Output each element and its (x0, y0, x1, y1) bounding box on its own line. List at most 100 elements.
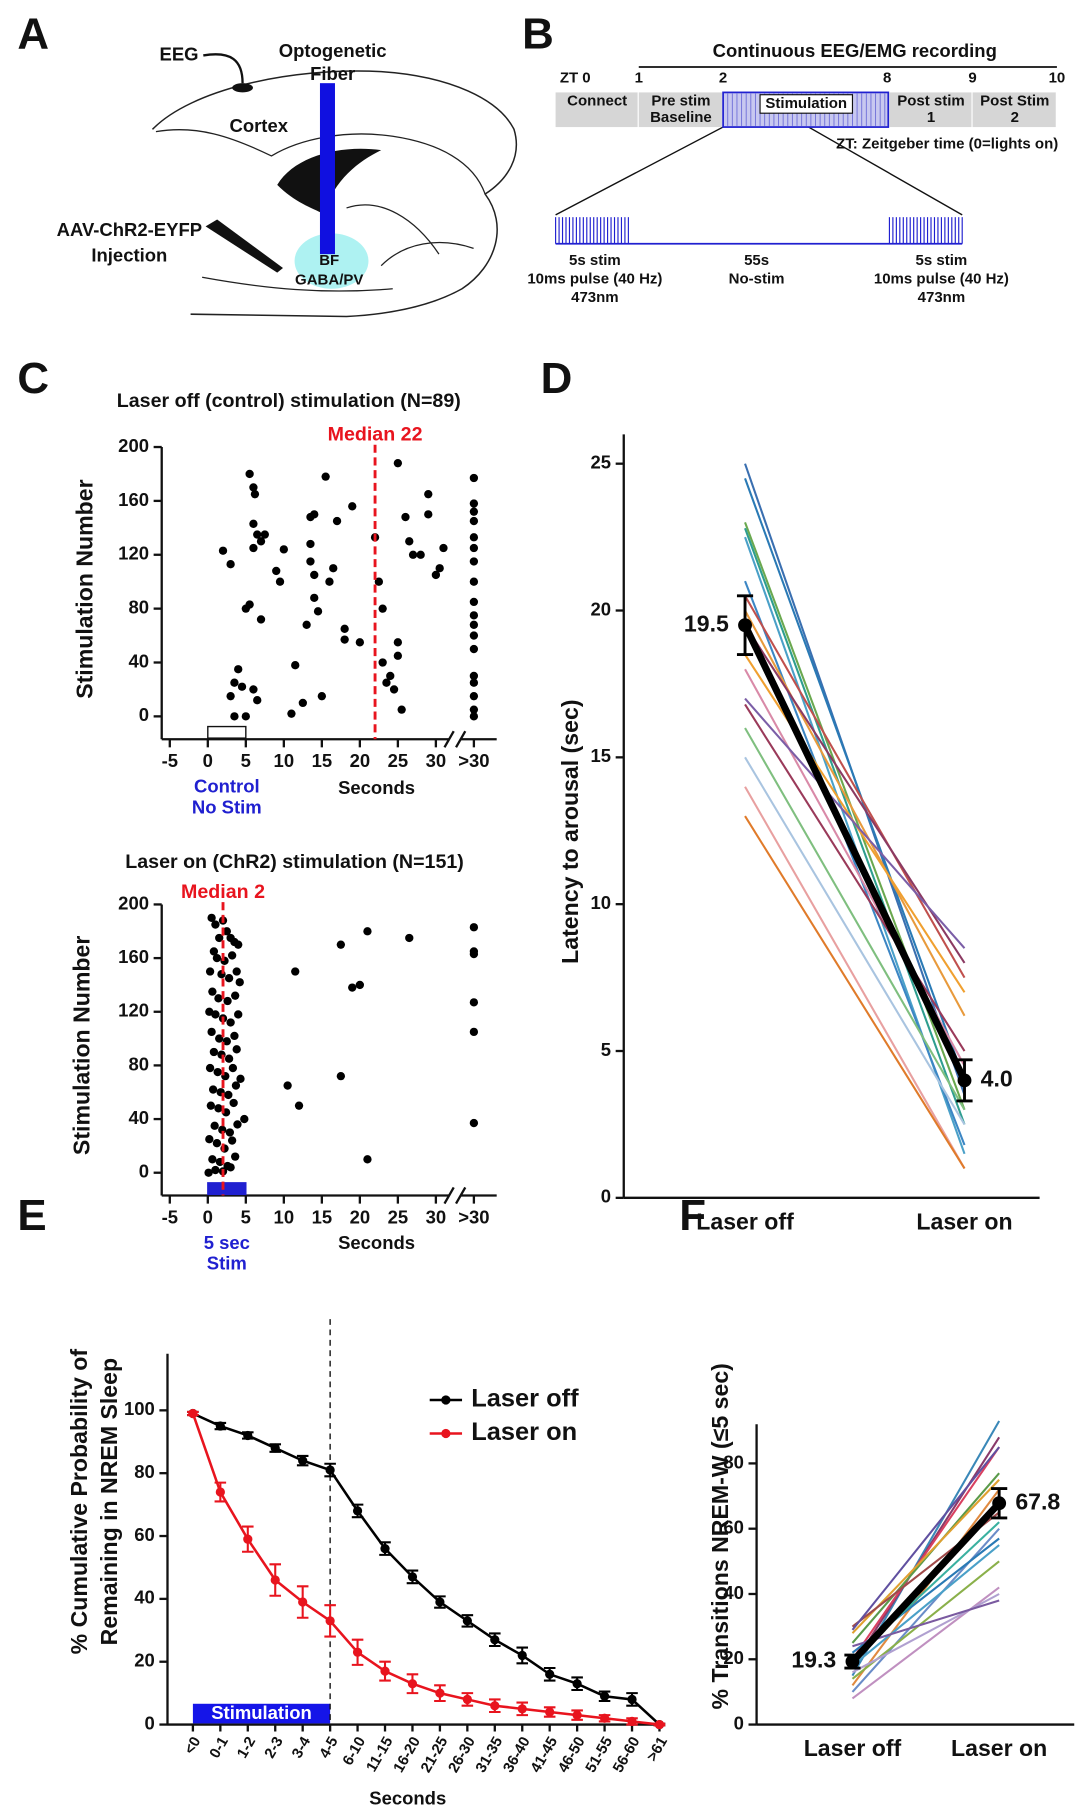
point (234, 665, 243, 674)
point (226, 560, 235, 569)
subject-line (744, 610, 966, 1017)
value-label: 19.5 (684, 610, 729, 636)
point (214, 1104, 223, 1113)
stim-box (207, 725, 247, 739)
x-tick-label: 25 (388, 1207, 409, 1228)
point (234, 1010, 243, 1019)
point (206, 1101, 216, 1110)
x-tick-label: >30 (458, 1207, 489, 1228)
train-label: No-stim (729, 271, 785, 288)
y-axis-label: Stimulation Number (72, 479, 98, 698)
y-tick-label: 25 (591, 452, 612, 473)
point (237, 682, 247, 691)
zt-tick: 8 (883, 70, 891, 87)
x-tick-label: 25 (388, 750, 409, 771)
x-tick-label: Laser on (951, 1735, 1047, 1761)
point (424, 490, 433, 499)
point (230, 678, 239, 687)
mean-point (845, 1654, 860, 1669)
y-tick-label: 200 (118, 892, 149, 913)
point (310, 510, 319, 519)
series-line (191, 1413, 660, 1726)
y-tick-label: 100 (124, 1398, 155, 1419)
point (227, 951, 237, 960)
point (332, 516, 342, 526)
point (298, 698, 307, 708)
point (225, 1128, 235, 1137)
label: BF (319, 252, 339, 269)
y-tick-label: 0 (734, 1712, 744, 1733)
axis-break (443, 1186, 455, 1205)
y-tick-label: 5 (601, 1039, 611, 1060)
subject-line (851, 1446, 1000, 1631)
point (253, 530, 262, 539)
subject-line (744, 522, 966, 1111)
point (243, 1430, 253, 1441)
point (469, 473, 479, 483)
point (321, 472, 330, 481)
phase-label: Pre stim (651, 93, 710, 110)
y-tick-label: 60 (134, 1524, 155, 1545)
point (363, 927, 372, 936)
point (231, 1152, 240, 1161)
x-tick-label: 1-2 (234, 1734, 260, 1761)
point (249, 543, 258, 553)
x-tick-label: 41-45 (527, 1734, 561, 1776)
point (382, 678, 391, 687)
point (336, 1071, 346, 1081)
x-tick-label: 31-35 (472, 1734, 506, 1776)
injection-needle (205, 219, 283, 273)
point (283, 1081, 292, 1090)
subject-line (744, 478, 966, 1081)
point (224, 1054, 234, 1063)
point (599, 1691, 610, 1701)
point (227, 1136, 237, 1145)
x-tick-label: 10 (274, 1207, 295, 1228)
point (572, 1710, 582, 1720)
point (599, 1713, 610, 1723)
point (329, 564, 338, 573)
median-label: Median 2 (181, 881, 265, 903)
point (250, 490, 260, 499)
figure-body: EEG Optogenetic Fiber Cortex AAV-ChR2-EY… (17, 10, 1075, 1809)
point (435, 564, 444, 573)
point (310, 570, 319, 580)
point (208, 987, 217, 996)
train-label: 10ms pulse (40 Hz) (874, 271, 1009, 288)
point (207, 1027, 216, 1037)
point (405, 933, 414, 943)
series-line (192, 1412, 661, 1726)
zt-tick: 1 (635, 70, 643, 87)
x-tick-label: 46-50 (555, 1734, 589, 1776)
phase-label: 1 (927, 109, 935, 126)
point (352, 1506, 363, 1516)
point (223, 996, 232, 1006)
median-label: Median 22 (328, 424, 423, 446)
point (378, 658, 387, 667)
y-tick-label: 20 (134, 1650, 155, 1671)
point (469, 543, 479, 553)
point (287, 709, 296, 718)
x-tick-label: 2-3 (261, 1734, 287, 1761)
point (317, 692, 327, 701)
point (654, 1719, 665, 1730)
point (469, 533, 479, 542)
point (469, 631, 479, 640)
point (572, 1679, 582, 1689)
y-tick-label: 160 (118, 946, 149, 967)
point (226, 692, 235, 701)
value-label: 19.3 (791, 1647, 836, 1673)
train-label: 10ms pulse (40 Hz) (527, 271, 662, 288)
point (389, 685, 399, 694)
value-label: 4.0 (981, 1065, 1013, 1091)
subject-line (744, 697, 966, 949)
panel-label: D (541, 354, 573, 403)
y-tick-label: 200 (118, 435, 149, 456)
label: Optogenetic (279, 40, 387, 61)
point (469, 620, 479, 629)
point (256, 537, 266, 546)
y-tick-label: 20 (723, 1647, 744, 1668)
phase-label: Connect (567, 93, 627, 110)
train-label: 473nm (571, 289, 619, 306)
point (230, 1031, 239, 1041)
